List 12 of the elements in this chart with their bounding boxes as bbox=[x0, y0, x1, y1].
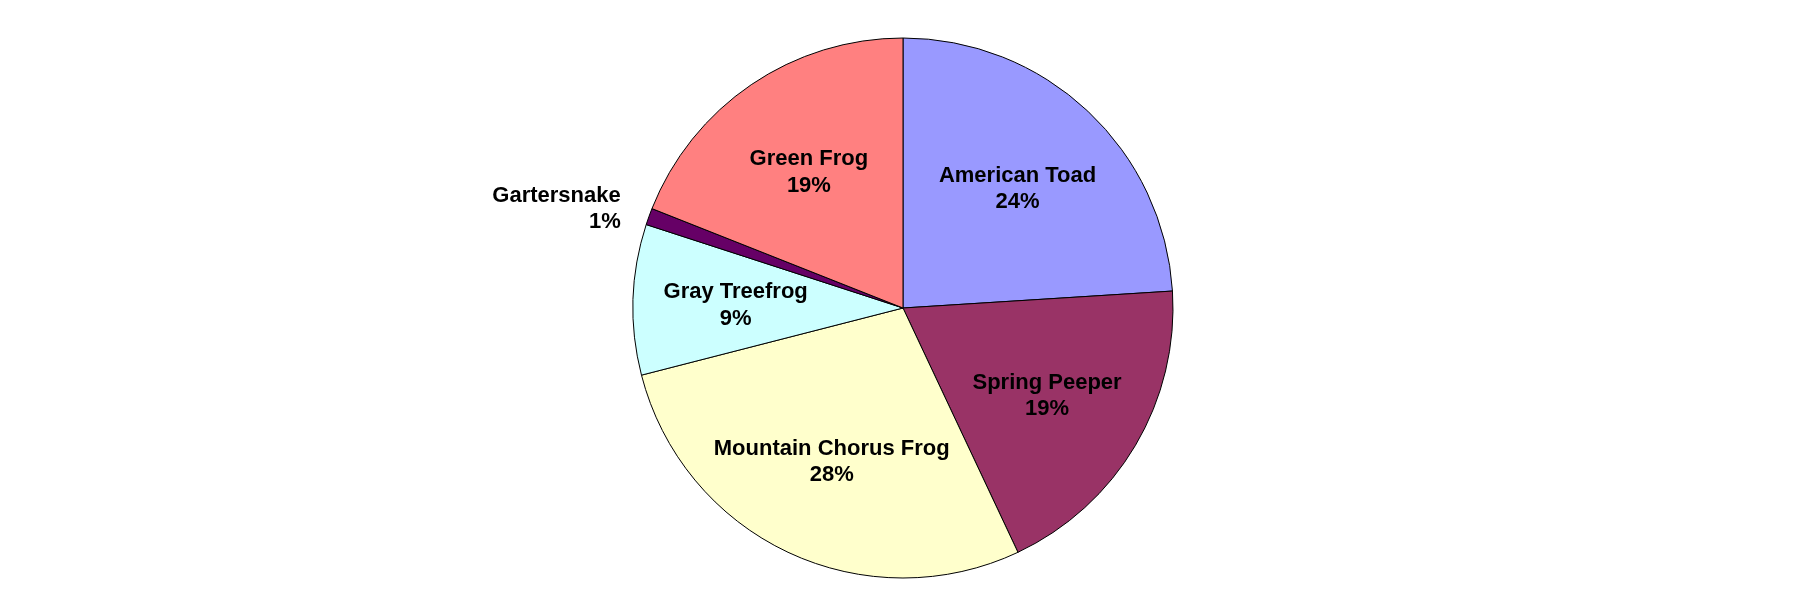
slice-label: Mountain Chorus Frog bbox=[713, 435, 950, 461]
slice-label: Spring Peeper bbox=[972, 368, 1123, 394]
slice-label: American Toad bbox=[938, 161, 1097, 187]
data-label: 28% bbox=[809, 461, 854, 487]
data-label: 1% bbox=[588, 208, 621, 234]
data-label: 19% bbox=[786, 171, 831, 197]
data-label: 19% bbox=[1025, 395, 1070, 421]
slice-label: Gray Treefrog bbox=[663, 278, 808, 304]
data-label: 24% bbox=[995, 187, 1040, 213]
slice-label: Green Frog bbox=[749, 145, 869, 171]
slice-label: Gartersnake bbox=[492, 181, 621, 207]
data-label: 9% bbox=[719, 304, 752, 330]
